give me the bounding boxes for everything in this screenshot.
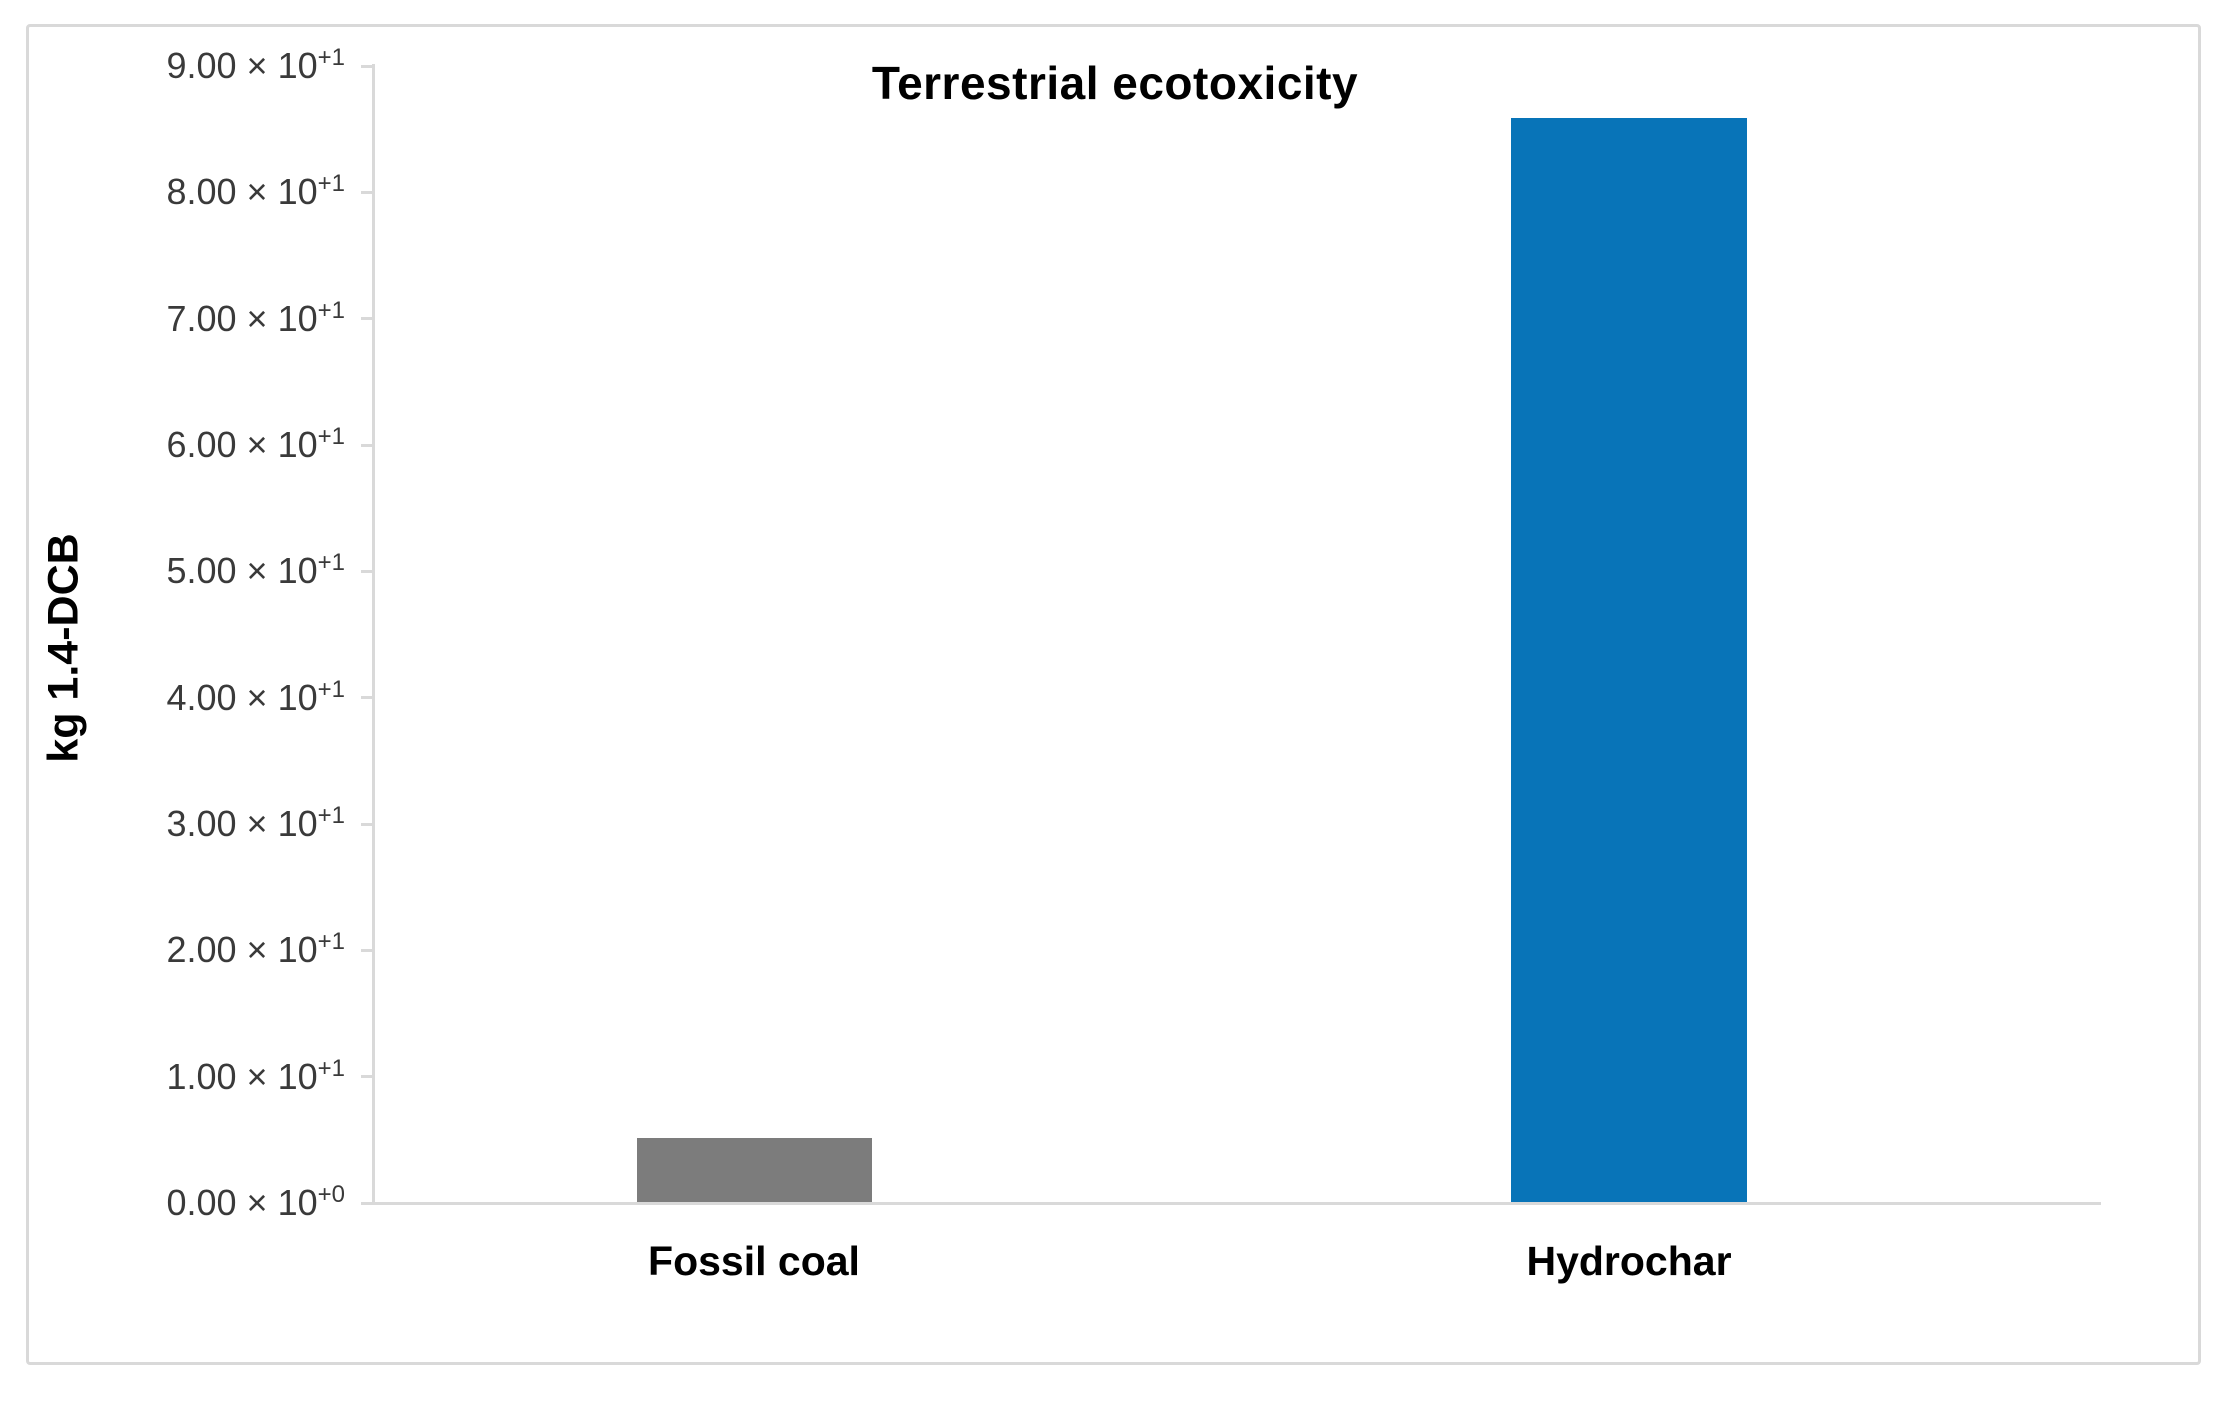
y-tick-label: 1.00 × 10+1 bbox=[166, 1054, 345, 1097]
y-tick-mark bbox=[361, 443, 375, 447]
y-tick-mark bbox=[361, 569, 375, 573]
y-tick-mark bbox=[361, 64, 375, 68]
y-tick-mark bbox=[361, 1075, 375, 1079]
bar-fossil-coal bbox=[637, 1138, 872, 1202]
bar-hydrochar bbox=[1511, 118, 1747, 1202]
y-tick-mark bbox=[361, 1201, 375, 1205]
y-tick-label: 5.00 × 10+1 bbox=[166, 549, 345, 592]
chart-frame bbox=[26, 24, 2201, 1365]
y-tick-mark bbox=[361, 317, 375, 321]
chart-title: Terrestrial ecotoxicity bbox=[871, 57, 1359, 109]
x-axis-line bbox=[372, 1202, 2101, 1205]
y-tick-label: 4.00 × 10+1 bbox=[166, 675, 345, 718]
y-tick-label: 2.00 × 10+1 bbox=[166, 928, 345, 971]
y-tick-label: 8.00 × 10+1 bbox=[166, 170, 345, 213]
y-tick-mark bbox=[361, 696, 375, 700]
category-label-fossil-coal: Fossil coal bbox=[648, 1238, 860, 1284]
y-tick-mark bbox=[361, 822, 375, 826]
y-axis-line bbox=[372, 64, 375, 1205]
y-tick-label: 3.00 × 10+1 bbox=[166, 802, 345, 844]
y-tick-label: 6.00 × 10+1 bbox=[166, 423, 345, 465]
y-tick-label: 7.00 × 10+1 bbox=[166, 296, 345, 339]
y-tick-label: 0.00 × 10+0 bbox=[166, 1181, 345, 1223]
y-tick-mark bbox=[361, 948, 375, 952]
y-tick-label: 9.00 × 10+1 bbox=[166, 44, 345, 86]
category-label-hydrochar: Hydrochar bbox=[1526, 1238, 1732, 1284]
y-tick-mark bbox=[361, 190, 375, 194]
